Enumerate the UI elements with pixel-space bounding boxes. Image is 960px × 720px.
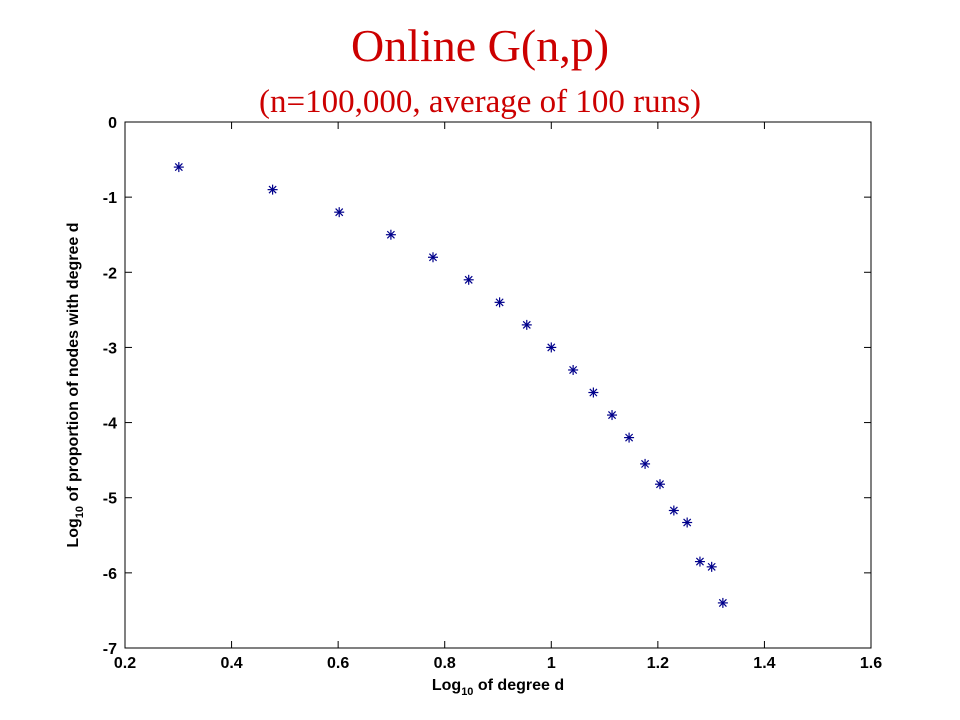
y-axis-label: Log10 of proportion of nodes with degree…	[65, 222, 86, 547]
data-point-asterisk	[706, 561, 717, 572]
data-point-asterisk	[682, 517, 693, 528]
x-tick-label: 1	[547, 655, 556, 672]
x-axis-label-rest: of degree d	[473, 677, 564, 694]
chart-subtitle: (n=100,000, average of 100 runs)	[259, 84, 701, 120]
data-points	[173, 162, 728, 608]
data-point-asterisk	[717, 597, 728, 608]
y-tick-label: -7	[103, 641, 117, 658]
x-tick-label: 0.6	[327, 655, 349, 672]
data-point-asterisk	[640, 458, 651, 469]
x-tick-label: 0.2	[114, 655, 136, 672]
x-axis-label-subscript: 10	[461, 686, 473, 698]
plot-area	[124, 121, 872, 649]
data-point-asterisk	[588, 387, 599, 398]
data-point-asterisk	[463, 274, 474, 285]
chart-title: Online G(n,p)	[350, 20, 610, 71]
data-point-asterisk	[494, 297, 505, 308]
data-point-asterisk	[267, 184, 278, 195]
data-point-asterisk	[607, 410, 618, 421]
data-point-asterisk	[385, 229, 396, 240]
x-tick-label: 0.4	[220, 655, 242, 672]
x-tick-label: 1.2	[647, 655, 669, 672]
data-point-asterisk	[521, 319, 532, 330]
data-point-asterisk	[624, 432, 635, 443]
y-axis-label-subscript: 10	[74, 506, 86, 518]
y-axis-label-rest: of proportion of nodes with degree d	[65, 222, 82, 506]
data-point-asterisk	[568, 364, 579, 375]
y-tick-label: -3	[103, 340, 117, 357]
x-tick-label: 1.4	[753, 655, 775, 672]
y-tick-label: -2	[103, 265, 117, 282]
data-point-asterisk	[546, 342, 557, 353]
x-tick-label: 0.8	[434, 655, 456, 672]
y-tick-label: 0	[108, 115, 117, 132]
x-axis-ticks: 0.2 0.4 0.6 0.8 1 1.2 1.4 1.6	[114, 122, 882, 672]
plot-frame	[124, 121, 872, 649]
y-axis-label-main: Log	[65, 518, 82, 547]
data-point-asterisk	[334, 207, 345, 218]
y-tick-label: -6	[103, 566, 117, 583]
data-point-asterisk	[427, 252, 438, 263]
y-tick-label: -1	[103, 190, 117, 207]
data-point-asterisk	[668, 505, 679, 516]
x-axis-label-main: Log	[432, 677, 461, 694]
y-axis-ticks: 0 -1 -2 -3 -4 -5 -6 -7	[103, 115, 871, 658]
data-point-asterisk	[173, 162, 184, 173]
data-point-asterisk	[654, 479, 665, 490]
data-point-asterisk	[694, 556, 705, 567]
x-tick-label: 1.6	[860, 655, 882, 672]
y-tick-label: -5	[103, 491, 117, 508]
x-axis-label: Log10 of degree d	[432, 677, 564, 698]
y-tick-label: -4	[103, 416, 117, 433]
